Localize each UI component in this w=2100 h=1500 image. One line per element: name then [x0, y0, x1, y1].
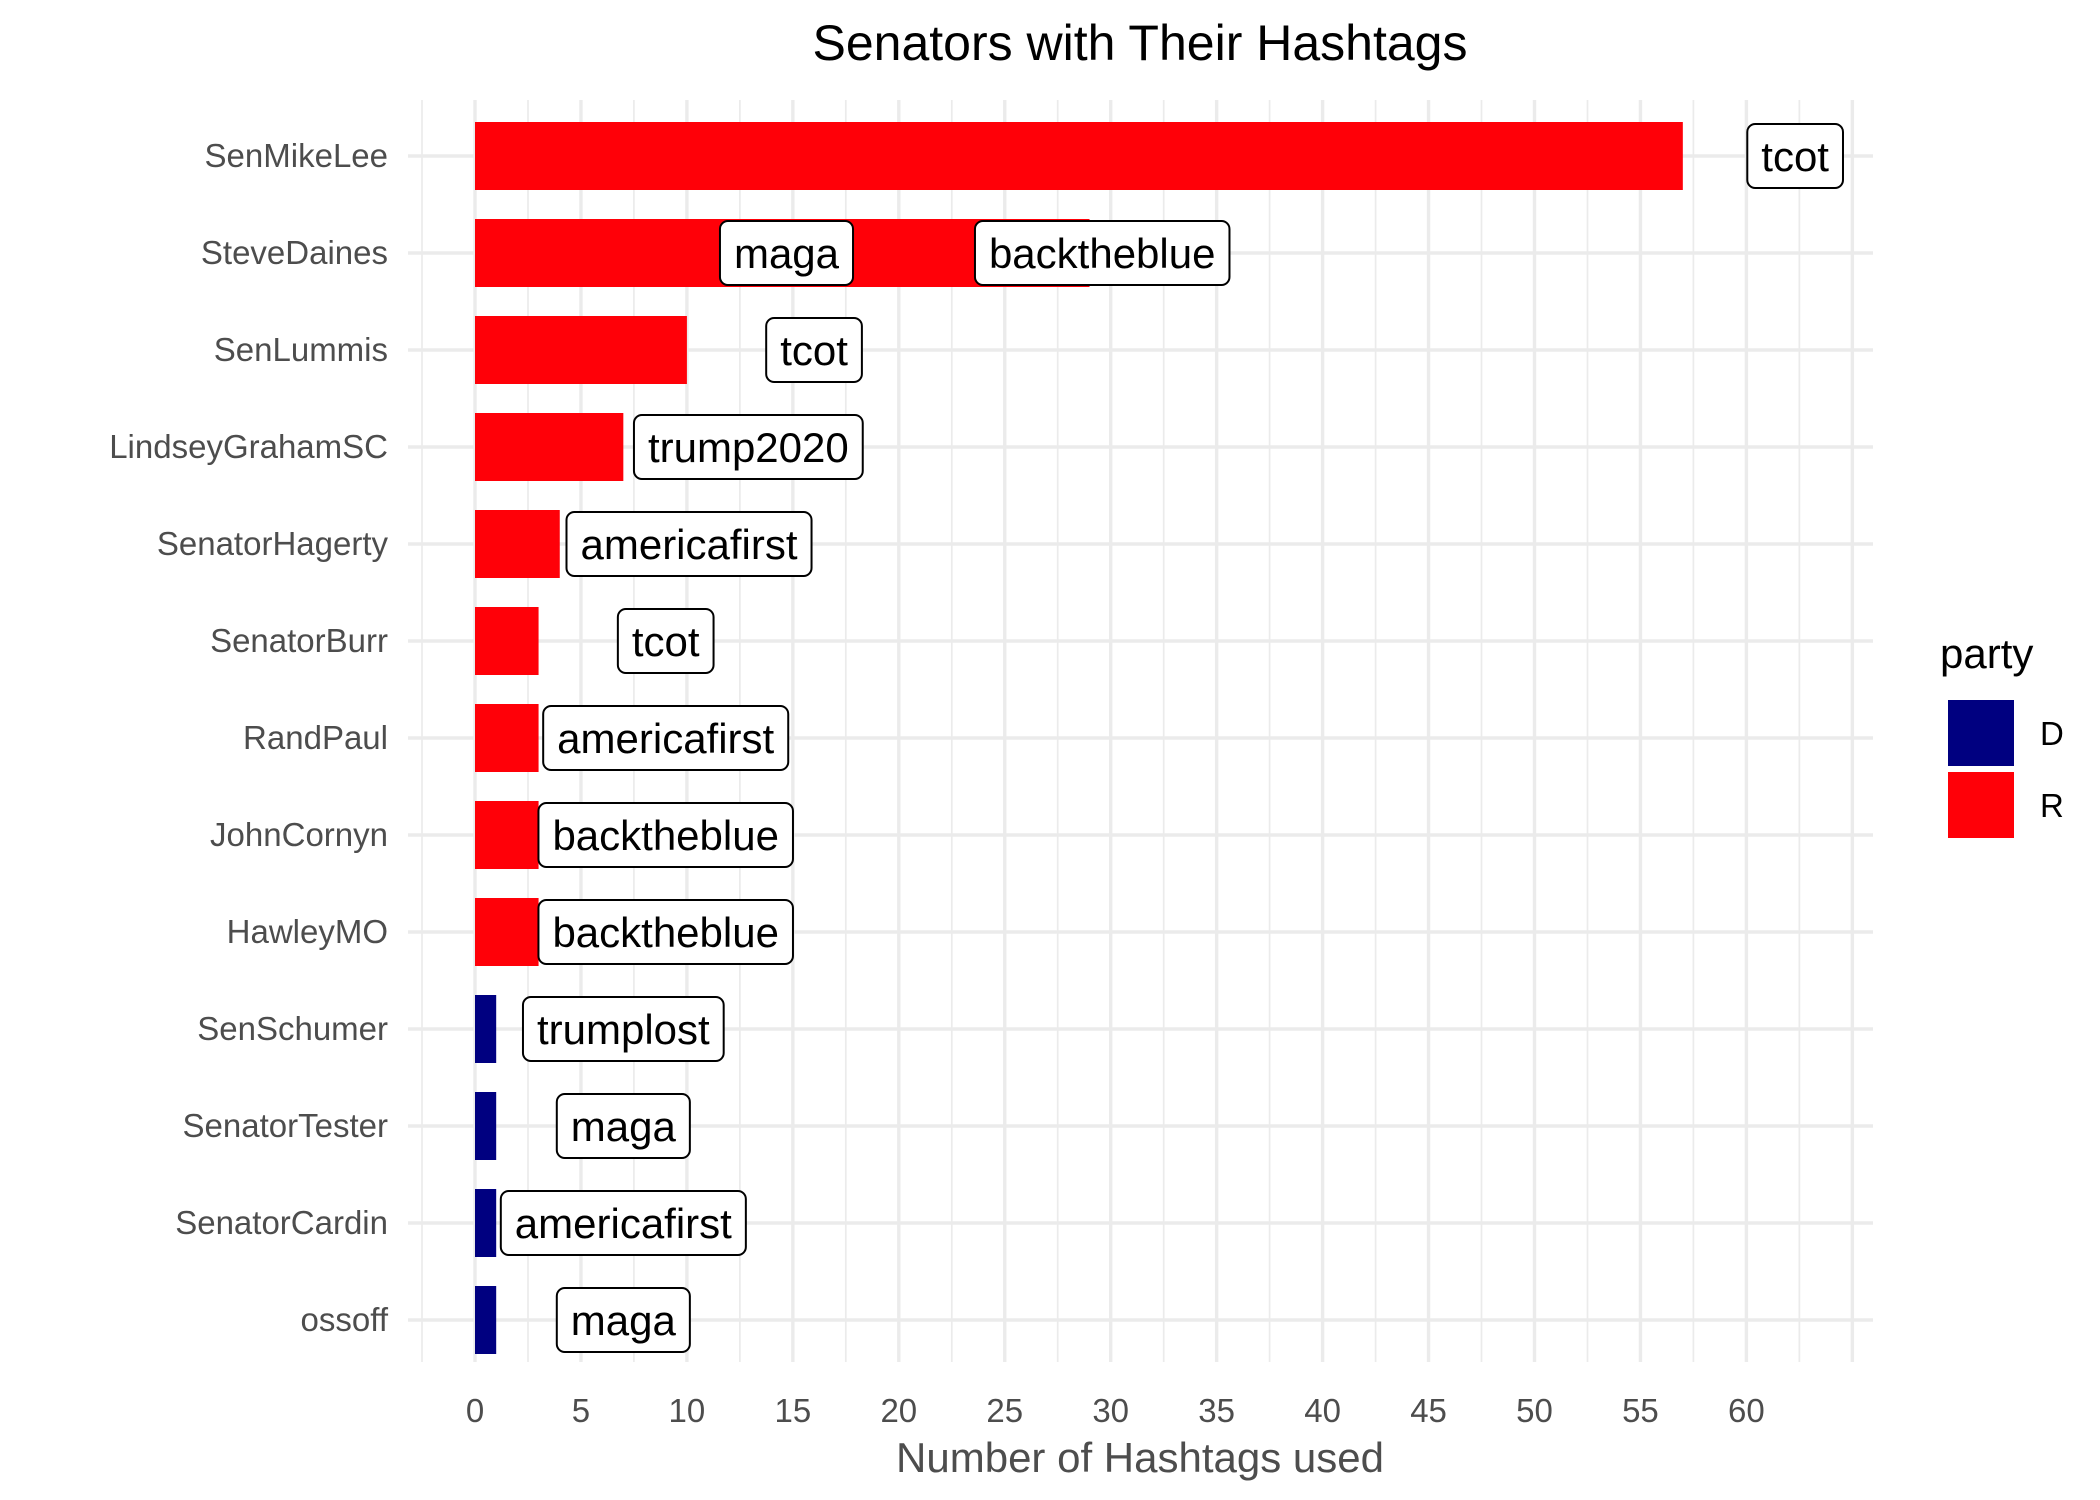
- hashtag-label-box: [565, 511, 813, 577]
- y-tick-label: RandPaul: [243, 719, 388, 756]
- x-axis-title: Number of Hashtags used: [896, 1434, 1384, 1481]
- y-tick-label: LindseyGrahamSC: [109, 428, 388, 465]
- hashtag-label-box: [765, 317, 863, 383]
- hashtag-label: americafirst: [565, 511, 813, 577]
- x-axis-tick-labels: 0 5 10 15 20 25 30 35 40 45 50 55 60: [466, 1392, 1765, 1429]
- hashtag-label-text: backtheblue: [552, 909, 779, 956]
- bar-RandPaul: [475, 704, 539, 772]
- bar-SenLummis: [475, 316, 687, 384]
- bar-SenMikeLee: [475, 122, 1683, 190]
- hashtag-label-text: maga: [734, 230, 840, 277]
- hashtag-label-box: [555, 1287, 691, 1353]
- hashtag-label-box: [537, 802, 794, 868]
- hashtag-label-box: [632, 414, 864, 480]
- hashtag-label: maga: [555, 1093, 691, 1159]
- y-tick-label: SenatorHagerty: [157, 525, 389, 562]
- bar-SenatorCardin: [475, 1189, 497, 1257]
- bar-SenatorTester: [475, 1092, 497, 1160]
- x-tick-label: 25: [986, 1392, 1023, 1429]
- hashtag-label: tcot: [765, 317, 863, 383]
- legend-label-R: R: [2040, 787, 2064, 824]
- hashtag-label-box: [537, 899, 794, 965]
- hashtag-label: backtheblue: [537, 899, 794, 965]
- bar-LindseyGrahamSC: [475, 413, 624, 481]
- hashtag-label-text: americafirst: [557, 715, 774, 762]
- x-tick-label: 60: [1728, 1392, 1765, 1429]
- bar-ossoff: [475, 1286, 497, 1354]
- y-tick-label: SenSchumer: [197, 1010, 388, 1047]
- x-tick-label: 10: [669, 1392, 706, 1429]
- hashtag-label: maga: [718, 220, 855, 286]
- bar-JohnCornyn: [475, 801, 539, 869]
- hashtag-label-text: trumplost: [537, 1006, 710, 1053]
- hashtag-label-box: [499, 1190, 747, 1256]
- bar-SenatorHagerty: [475, 510, 560, 578]
- hashtag-label-box: [542, 705, 790, 771]
- hashtag-labels: tcot maga backtheblue tcot trump2020 americaf…: [499, 123, 1844, 1353]
- hashtag-label-box: [555, 1093, 691, 1159]
- x-tick-label: 40: [1304, 1392, 1341, 1429]
- y-tick-label: ossoff: [301, 1301, 389, 1338]
- hashtag-label-text: americafirst: [515, 1200, 732, 1247]
- legend-key-D: [1948, 700, 2014, 766]
- y-tick-label: SenatorBurr: [210, 622, 388, 659]
- hashtag-label: backtheblue: [973, 220, 1231, 286]
- hashtag-label-text: maga: [571, 1103, 677, 1150]
- hashtag-label-box: [521, 996, 725, 1062]
- hashtag-label: trump2020: [632, 414, 864, 480]
- hashtag-label-text: americafirst: [580, 521, 797, 568]
- x-tick-label: 50: [1516, 1392, 1553, 1429]
- x-tick-label: 35: [1198, 1392, 1235, 1429]
- hashtag-label: backtheblue: [537, 802, 794, 868]
- x-tick-label: 30: [1092, 1392, 1129, 1429]
- hashtag-label: tcot: [1746, 123, 1844, 189]
- hashtag-label-box: [718, 220, 855, 286]
- hashtag-label: maga: [555, 1287, 691, 1353]
- x-tick-label: 0: [466, 1392, 484, 1429]
- hashtag-label: americafirst: [542, 705, 790, 771]
- x-tick-label: 15: [774, 1392, 811, 1429]
- y-tick-label: JohnCornyn: [210, 816, 388, 853]
- bar-SenatorBurr: [475, 607, 539, 675]
- hashtag-label-text: backtheblue: [552, 812, 779, 859]
- legend-key-R: [1948, 772, 2014, 838]
- hashtag-label: trumplost: [521, 996, 725, 1062]
- y-axis-category-labels: SenMikeLee SteveDaines SenLummis LindseyGra…: [109, 137, 389, 1338]
- bar-HawleyMO: [475, 898, 539, 966]
- y-tick-label: SenatorCardin: [175, 1204, 388, 1241]
- hashtag-label-text: tcot: [632, 618, 700, 665]
- hashtag-label: tcot: [616, 608, 715, 674]
- hashtag-label-text: maga: [571, 1297, 677, 1344]
- legend-label-D: D: [2040, 715, 2064, 752]
- y-tick-label: SenMikeLee: [205, 137, 388, 174]
- y-tick-label: SenLummis: [214, 331, 388, 368]
- hashtag-label-text: tcot: [1761, 133, 1829, 180]
- x-tick-label: 55: [1622, 1392, 1659, 1429]
- y-tick-label: SteveDaines: [201, 234, 388, 271]
- hashtag-label: americafirst: [499, 1190, 747, 1256]
- y-tick-label: HawleyMO: [227, 913, 388, 950]
- hashtag-label-box: [616, 608, 715, 674]
- x-tick-label: 45: [1410, 1392, 1447, 1429]
- legend: party DR: [1940, 630, 2064, 838]
- x-tick-label: 20: [880, 1392, 917, 1429]
- hashtag-label-box: [1746, 123, 1844, 189]
- hashtag-label-text: tcot: [780, 327, 848, 374]
- x-tick-label: 5: [572, 1392, 590, 1429]
- chart-title: Senators with Their Hashtags: [813, 15, 1468, 71]
- hashtag-label-text: trump2020: [648, 424, 849, 471]
- hashtag-label-text: backtheblue: [989, 230, 1216, 277]
- legend-title: party: [1940, 630, 2033, 677]
- y-tick-label: SenatorTester: [183, 1107, 388, 1144]
- bar-SenSchumer: [475, 995, 497, 1063]
- hashtag-label-box: [973, 220, 1231, 286]
